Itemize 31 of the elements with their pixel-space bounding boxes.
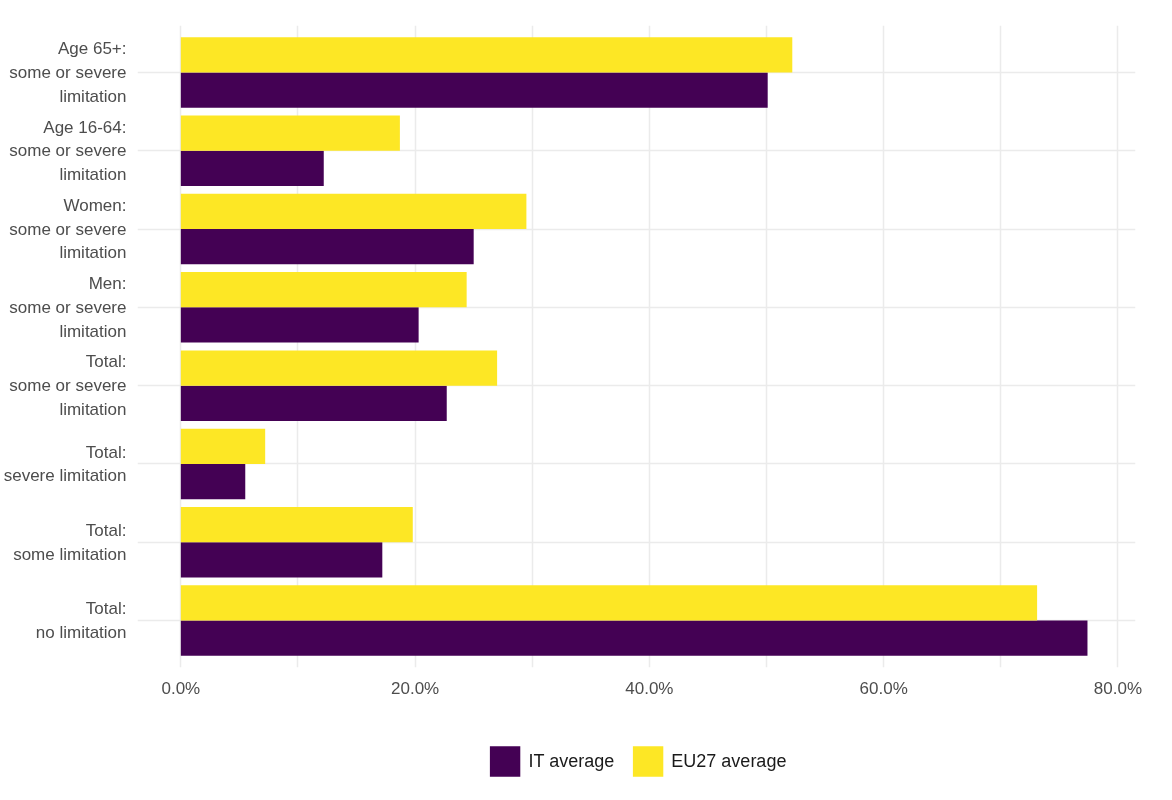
y-tick-label: Age 16-64: some or severe limitation (9, 117, 127, 185)
y-tick-label: Total: severe limitation (3, 442, 127, 486)
x-tick-label: 60.0% (859, 678, 908, 698)
y-tick-label: Age 65+: some or severe limitation (9, 39, 127, 106)
bar (180, 150, 324, 186)
x-tick-label: 0.0% (161, 678, 201, 698)
y-tick-label: Total: no limitation (35, 599, 127, 642)
bar (180, 620, 1088, 656)
bar (180, 72, 768, 108)
x-tick-label: 20.0% (391, 678, 440, 698)
x-tick-label: 40.0% (625, 678, 674, 698)
bar (180, 350, 498, 386)
bar (180, 37, 793, 73)
bar (180, 463, 246, 500)
bar (180, 428, 266, 464)
y-tick-label: Total: some limitation (13, 520, 127, 564)
bar (180, 507, 413, 543)
bar (180, 193, 527, 230)
bar (180, 585, 1038, 621)
legend-label: IT average (528, 750, 615, 772)
legend-label: EU27 average (671, 750, 787, 772)
bar (180, 229, 474, 265)
bar (180, 542, 383, 578)
y-tick-label: Total: some or severe limitation (9, 352, 127, 419)
x-tick-label: 80.0% (1093, 678, 1143, 698)
bar (180, 307, 419, 343)
bar (180, 115, 400, 151)
bar (180, 385, 447, 421)
bar (180, 272, 467, 308)
y-tick-label: Men: some or severe limitation (9, 274, 127, 341)
y-tick-label: Women: some or severe limitation (9, 195, 127, 263)
